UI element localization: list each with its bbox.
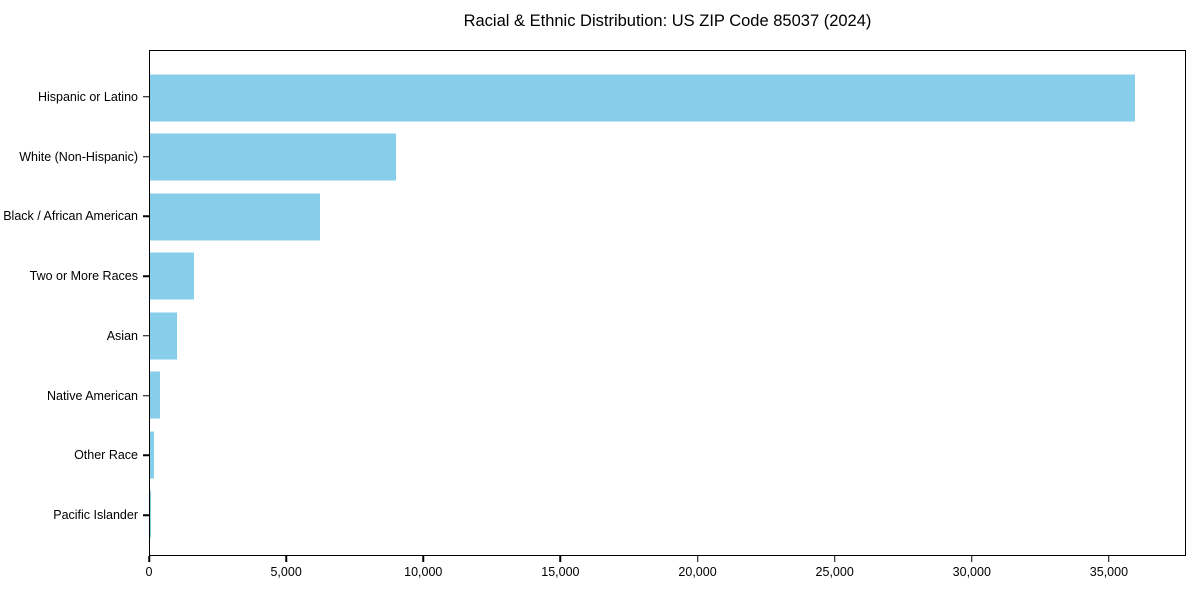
bar-row: [150, 128, 1185, 188]
y-tick-mark: [143, 394, 149, 397]
y-axis-row: Native American: [0, 366, 149, 426]
y-tick-label: Native American: [46, 388, 138, 403]
y-axis: Hispanic or Latino White (Non-Hispanic) Bl…: [0, 50, 149, 556]
y-tick-label: Asian: [106, 328, 138, 343]
x-tick-mark: [148, 556, 150, 562]
x-tick-mark: [559, 556, 562, 562]
bar-row: [150, 425, 1185, 485]
y-axis-row: White (Non-Hispanic): [0, 127, 149, 187]
bar-row: [150, 187, 1185, 247]
y-tick-mark: [143, 96, 149, 98]
y-axis-row: Two or More Races: [0, 246, 149, 306]
x-tick-label: 35,000: [1089, 565, 1129, 579]
bar-row: [150, 68, 1185, 128]
x-tick-label: 5,000: [270, 565, 302, 579]
bar: [150, 74, 1136, 122]
x-axis: 0 5,000 10,000 15,000 20,000 25,000 30,000 35,0…: [145, 556, 1186, 590]
bar-row: [150, 366, 1185, 426]
y-tick-label: Hispanic or Latino: [37, 89, 138, 104]
x-tick-mark: [422, 556, 425, 562]
x-tick-label: 0: [145, 565, 153, 579]
x-tick-mark: [1108, 556, 1110, 562]
y-axis-row: Black / African American: [0, 187, 149, 247]
bar: [150, 371, 161, 419]
y-tick-mark: [143, 275, 149, 277]
y-axis-row: Hispanic or Latino: [0, 67, 149, 127]
y-tick-label: Black / African American: [3, 209, 138, 224]
y-tick-mark: [143, 454, 149, 457]
x-tick-label: 20,000: [678, 565, 717, 579]
x-tick-label: 30,000: [952, 565, 991, 579]
x-tick-mark: [833, 556, 836, 562]
bars-area: [150, 51, 1185, 555]
y-tick-label: Two or More Races: [29, 269, 138, 284]
plot-area: [149, 50, 1186, 556]
y-tick-mark: [143, 155, 149, 158]
y-axis-row: Asian: [0, 306, 149, 366]
x-tick-mark: [696, 556, 699, 562]
x-tick-mark: [285, 556, 287, 562]
bar: [150, 312, 178, 360]
y-tick-label: Pacific Islander: [53, 508, 138, 523]
x-tick-label: 10,000: [404, 565, 443, 579]
bar: [150, 490, 151, 538]
bar: [150, 431, 155, 479]
bar: [150, 133, 397, 181]
x-tick-label: 25,000: [815, 565, 854, 579]
y-axis-row: Other Race: [0, 426, 149, 486]
y-tick-label: Other Race: [74, 448, 138, 463]
bar-row: [150, 485, 1185, 545]
y-tick-label: White (Non-Hispanic): [19, 149, 138, 164]
bar-row: [150, 306, 1185, 366]
y-tick-mark: [143, 335, 149, 337]
bar: [150, 252, 194, 300]
x-tick-mark: [971, 556, 973, 562]
y-tick-mark: [143, 215, 149, 218]
bar-row: [150, 247, 1185, 307]
y-tick-mark: [143, 514, 149, 516]
bar: [150, 193, 320, 241]
y-axis-row: Pacific Islander: [0, 485, 149, 545]
x-tick-label: 15,000: [541, 565, 580, 579]
chart-title: Racial & Ethnic Distribution: US ZIP Cod…: [463, 12, 872, 30]
